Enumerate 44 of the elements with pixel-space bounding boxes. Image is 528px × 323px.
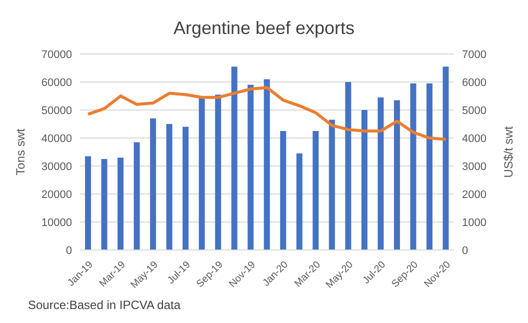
y-tick-label: 20000 [41, 188, 72, 201]
line-series [86, 86, 448, 141]
bar [345, 82, 352, 250]
bar [426, 83, 432, 250]
bar [215, 94, 222, 250]
y-tick-label: 30000 [41, 160, 72, 173]
y2-tick-label: 1000 [462, 216, 486, 229]
bar [231, 66, 238, 250]
y2-tick-label: 2000 [462, 188, 486, 201]
y2-tick-label: 6000 [462, 76, 486, 89]
y2-tick-label: 4000 [462, 132, 486, 145]
bar [312, 131, 319, 250]
bar [361, 110, 368, 250]
y2-axis-title: US$/t swt [501, 126, 516, 178]
bar [378, 97, 384, 250]
bar [150, 118, 156, 250]
bar [198, 97, 205, 250]
bar [296, 153, 302, 250]
y-tick-label: 60000 [41, 76, 72, 89]
source-note: Source:Based in IPCVA data [28, 298, 181, 312]
y2-tick-label: 3000 [462, 160, 486, 173]
bar [118, 158, 124, 250]
y-tick-label: 70000 [41, 48, 72, 61]
y-axis-title: Tons swt [13, 128, 28, 176]
bar [166, 124, 172, 250]
y-tick-label: 10000 [41, 216, 72, 229]
bar [328, 120, 335, 250]
bar [394, 100, 400, 250]
y-tick-label: 40000 [41, 132, 72, 145]
bar [182, 126, 189, 250]
y2-tick-label: 0 [462, 244, 468, 257]
chart-title: Argentine beef exports [172, 17, 356, 40]
bar [280, 131, 286, 250]
bar [134, 142, 140, 250]
y-tick-label: 50000 [41, 104, 72, 117]
bar [410, 83, 416, 250]
bar [442, 66, 449, 250]
y2-tick-label: 7000 [462, 48, 486, 61]
y2-tick-label: 5000 [462, 104, 486, 117]
bar [248, 84, 254, 250]
bar [85, 156, 91, 250]
bar [264, 79, 270, 250]
bar [101, 159, 108, 250]
y-tick-label: 0 [66, 244, 72, 257]
